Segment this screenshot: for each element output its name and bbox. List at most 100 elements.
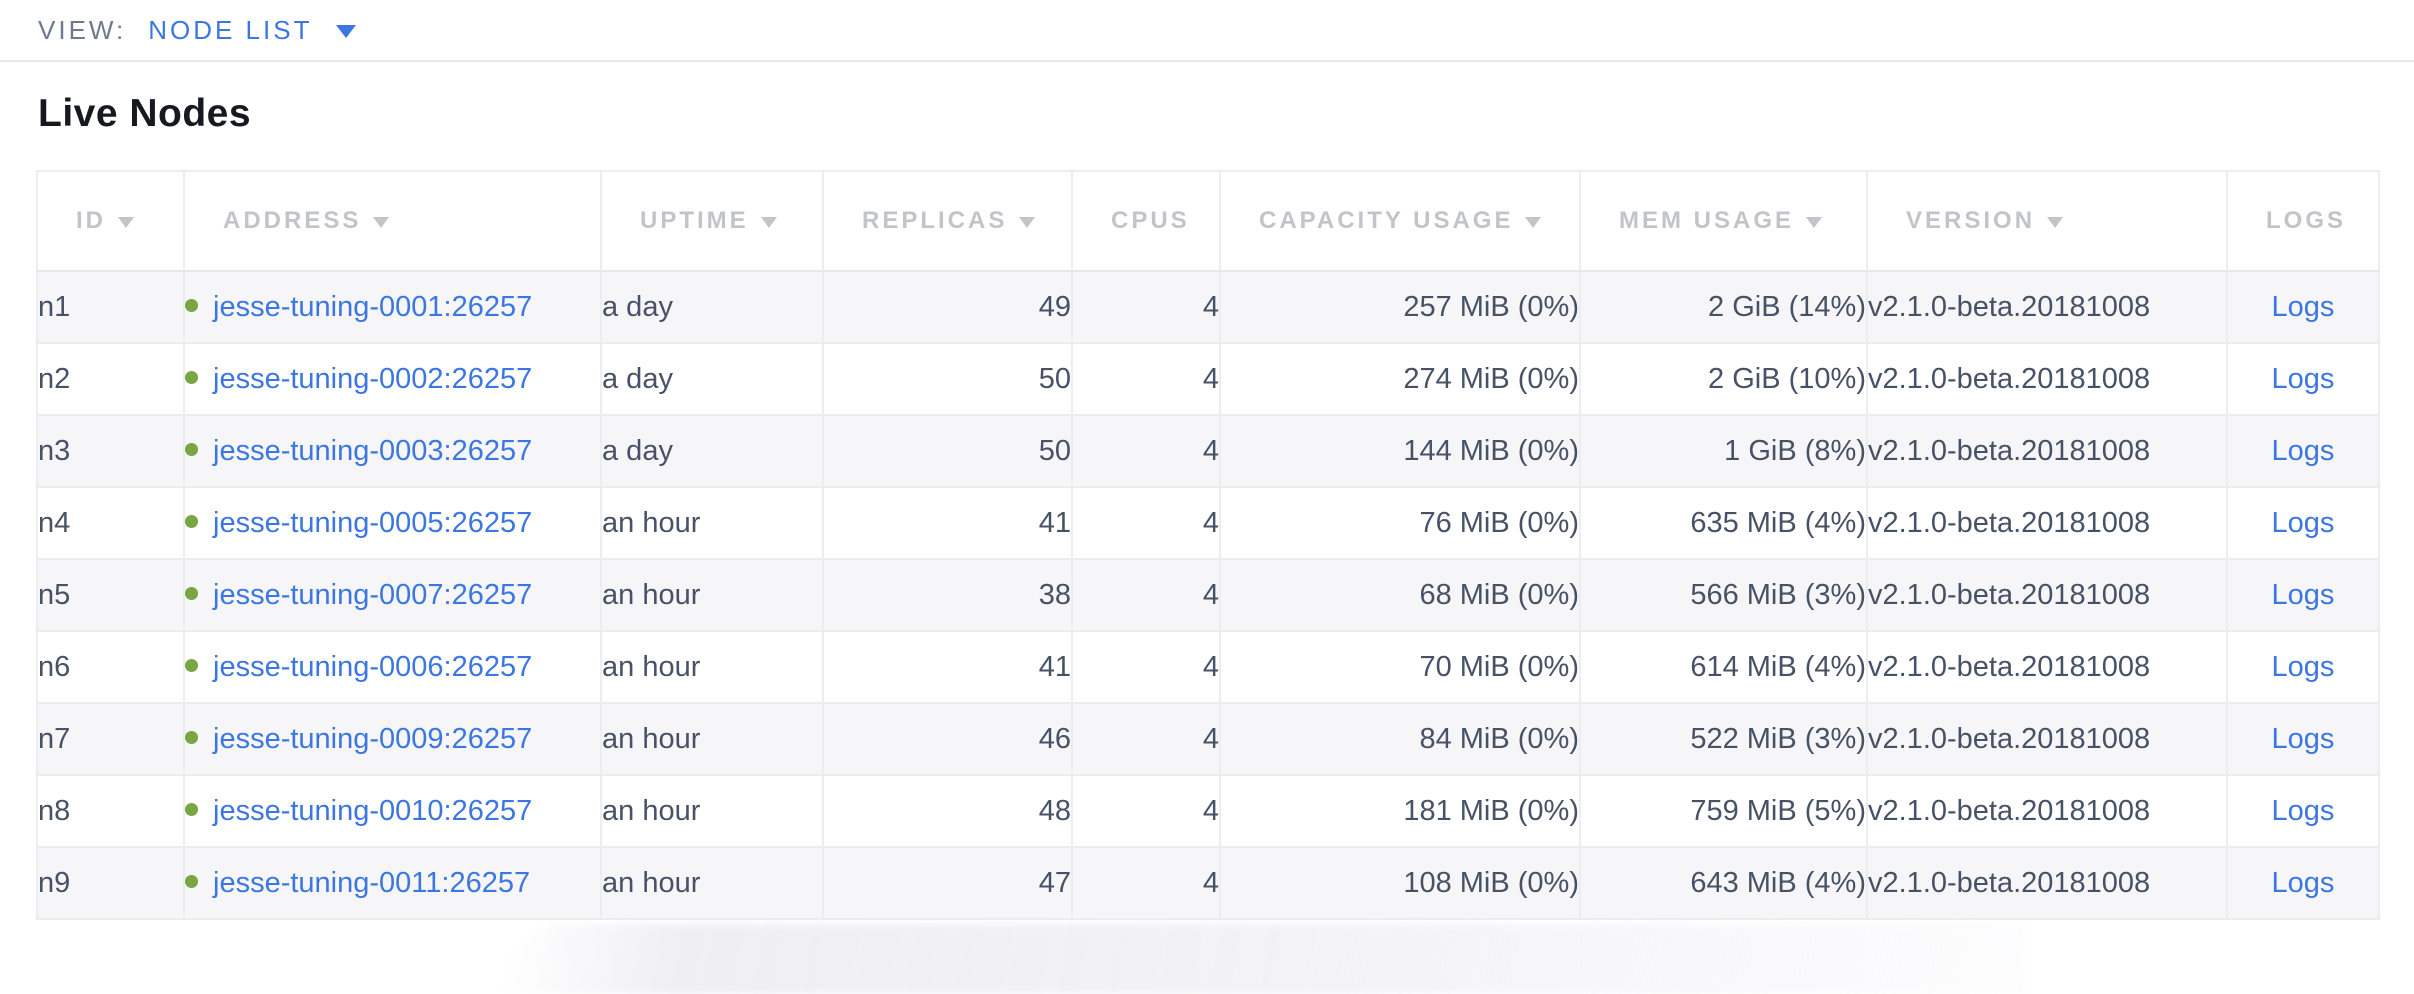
node-address-link[interactable]: jesse-tuning-0009:26257 <box>213 722 533 755</box>
node-logs-cell: Logs <box>2226 342 2380 416</box>
column-header-label: UPTIME <box>640 207 749 234</box>
node-logs-cell: Logs <box>2226 702 2380 776</box>
node-replicas-cell: 50 <box>822 414 1073 488</box>
live-status-dot-icon <box>186 731 198 745</box>
node-mem-usage-cell: 522 MiB (3%) <box>1579 702 1868 776</box>
logs-link[interactable]: Logs <box>2271 362 2335 395</box>
node-address-link[interactable]: jesse-tuning-0006:26257 <box>213 650 533 683</box>
node-mem-usage-cell: 566 MiB (3%) <box>1579 558 1868 632</box>
node-uptime-cell: a day <box>600 270 824 344</box>
node-replicas-cell: 50 <box>822 342 1073 416</box>
node-capacity-usage-cell: 257 MiB (0%) <box>1219 270 1581 344</box>
logs-link[interactable]: Logs <box>2271 722 2335 755</box>
sort-desc-arrow-icon <box>373 217 390 228</box>
column-header-id[interactable]: ID <box>36 170 185 272</box>
node-mem-usage-cell: 643 MiB (4%) <box>1579 846 1868 920</box>
live-status-dot-icon <box>186 515 198 529</box>
column-header-version[interactable]: VERSION <box>1866 170 2228 272</box>
node-mem-usage-cell: 1 GiB (8%) <box>1579 414 1868 488</box>
column-header-label: ADDRESS <box>223 207 362 234</box>
node-address-cell: jesse-tuning-0011:26257 <box>183 846 602 920</box>
node-logs-cell: Logs <box>2226 558 2380 632</box>
view-selector-dropdown[interactable]: NODE LIST <box>148 15 357 46</box>
node-address-link[interactable]: jesse-tuning-0003:26257 <box>213 434 533 467</box>
node-capacity-usage-cell: 84 MiB (0%) <box>1219 702 1581 776</box>
node-id-cell: n7 <box>36 702 185 776</box>
node-logs-cell: Logs <box>2226 486 2380 560</box>
node-capacity-usage-cell: 76 MiB (0%) <box>1219 486 1581 560</box>
node-capacity-usage-cell: 274 MiB (0%) <box>1219 342 1581 416</box>
column-header-replicas[interactable]: REPLICAS <box>822 170 1073 272</box>
node-replicas-cell: 41 <box>822 630 1073 704</box>
node-capacity-usage-cell: 68 MiB (0%) <box>1219 558 1581 632</box>
logs-link[interactable]: Logs <box>2271 866 2335 899</box>
table-row: n8 jesse-tuning-0010:26257 an hour 48 4 … <box>36 774 2380 848</box>
column-header-label: VERSION <box>1906 207 2036 234</box>
node-version-cell: v2.1.0-beta.20181008 <box>1866 414 2228 488</box>
table-row: n6 jesse-tuning-0006:26257 an hour 41 4 … <box>36 630 2380 704</box>
sort-desc-arrow-icon <box>1806 217 1823 228</box>
sort-desc-arrow-icon <box>2047 217 2064 228</box>
node-replicas-cell: 47 <box>822 846 1073 920</box>
column-header-address[interactable]: ADDRESS <box>183 170 602 272</box>
node-address-cell: jesse-tuning-0007:26257 <box>183 558 602 632</box>
node-logs-cell: Logs <box>2226 846 2380 920</box>
node-replicas-cell: 41 <box>822 486 1073 560</box>
node-id-cell: n8 <box>36 774 185 848</box>
node-id-cell: n2 <box>36 342 185 416</box>
node-id-cell: n9 <box>36 846 185 920</box>
node-uptime-cell: an hour <box>600 630 824 704</box>
live-status-dot-icon <box>186 875 198 889</box>
node-uptime-cell: an hour <box>600 486 824 560</box>
column-header-cpus: CPUS <box>1071 170 1221 272</box>
node-address-link[interactable]: jesse-tuning-0011:26257 <box>213 866 531 899</box>
live-status-dot-icon <box>186 659 198 673</box>
table-row: n7 jesse-tuning-0009:26257 an hour 46 4 … <box>36 702 2380 776</box>
column-header-capacity[interactable]: CAPACITY USAGE <box>1219 170 1581 272</box>
node-mem-usage-cell: 614 MiB (4%) <box>1579 630 1868 704</box>
node-version-cell: v2.1.0-beta.20181008 <box>1866 846 2228 920</box>
logs-link[interactable]: Logs <box>2271 650 2335 683</box>
column-header-label: MEM USAGE <box>1619 207 1795 234</box>
node-address-link[interactable]: jesse-tuning-0002:26257 <box>213 362 533 395</box>
logs-link[interactable]: Logs <box>2271 506 2335 539</box>
node-replicas-cell: 49 <box>822 270 1073 344</box>
node-address-link[interactable]: jesse-tuning-0005:26257 <box>213 506 533 539</box>
node-uptime-cell: an hour <box>600 702 824 776</box>
node-cpus-cell: 4 <box>1071 774 1221 848</box>
sort-desc-arrow-icon <box>760 217 777 228</box>
node-address-cell: jesse-tuning-0005:26257 <box>183 486 602 560</box>
node-id-cell: n4 <box>36 486 185 560</box>
node-cpus-cell: 4 <box>1071 630 1221 704</box>
logs-link[interactable]: Logs <box>2271 290 2335 323</box>
table-row: n2 jesse-tuning-0002:26257 a day 50 4 27… <box>36 342 2380 416</box>
node-address-link[interactable]: jesse-tuning-0010:26257 <box>213 794 533 827</box>
node-version-cell: v2.1.0-beta.20181008 <box>1866 342 2228 416</box>
node-address-link[interactable]: jesse-tuning-0007:26257 <box>213 578 533 611</box>
node-address-link[interactable]: jesse-tuning-0001:26257 <box>213 290 533 323</box>
node-version-cell: v2.1.0-beta.20181008 <box>1866 774 2228 848</box>
table-row: n5 jesse-tuning-0007:26257 an hour 38 4 … <box>36 558 2380 632</box>
node-logs-cell: Logs <box>2226 774 2380 848</box>
node-cpus-cell: 4 <box>1071 270 1221 344</box>
column-header-uptime[interactable]: UPTIME <box>600 170 824 272</box>
sort-desc-arrow-icon <box>1525 217 1542 228</box>
node-uptime-cell: a day <box>600 342 824 416</box>
node-address-cell: jesse-tuning-0003:26257 <box>183 414 602 488</box>
node-cpus-cell: 4 <box>1071 486 1221 560</box>
node-id-cell: n1 <box>36 270 185 344</box>
node-address-cell: jesse-tuning-0009:26257 <box>183 702 602 776</box>
live-nodes-section: ID ADDRESS UPTIME REPLICAS CPUS CAPACITY USAG… <box>36 170 2380 920</box>
node-id-cell: n6 <box>36 630 185 704</box>
node-uptime-cell: a day <box>600 414 824 488</box>
column-header-mem[interactable]: MEM USAGE <box>1579 170 1868 272</box>
logs-link[interactable]: Logs <box>2271 578 2335 611</box>
node-version-cell: v2.1.0-beta.20181008 <box>1866 630 2228 704</box>
logs-link[interactable]: Logs <box>2271 434 2335 467</box>
logs-link[interactable]: Logs <box>2271 794 2335 827</box>
node-cpus-cell: 4 <box>1071 414 1221 488</box>
live-status-dot-icon <box>186 443 198 457</box>
node-cpus-cell: 4 <box>1071 846 1221 920</box>
node-version-cell: v2.1.0-beta.20181008 <box>1866 702 2228 776</box>
node-address-cell: jesse-tuning-0010:26257 <box>183 774 602 848</box>
